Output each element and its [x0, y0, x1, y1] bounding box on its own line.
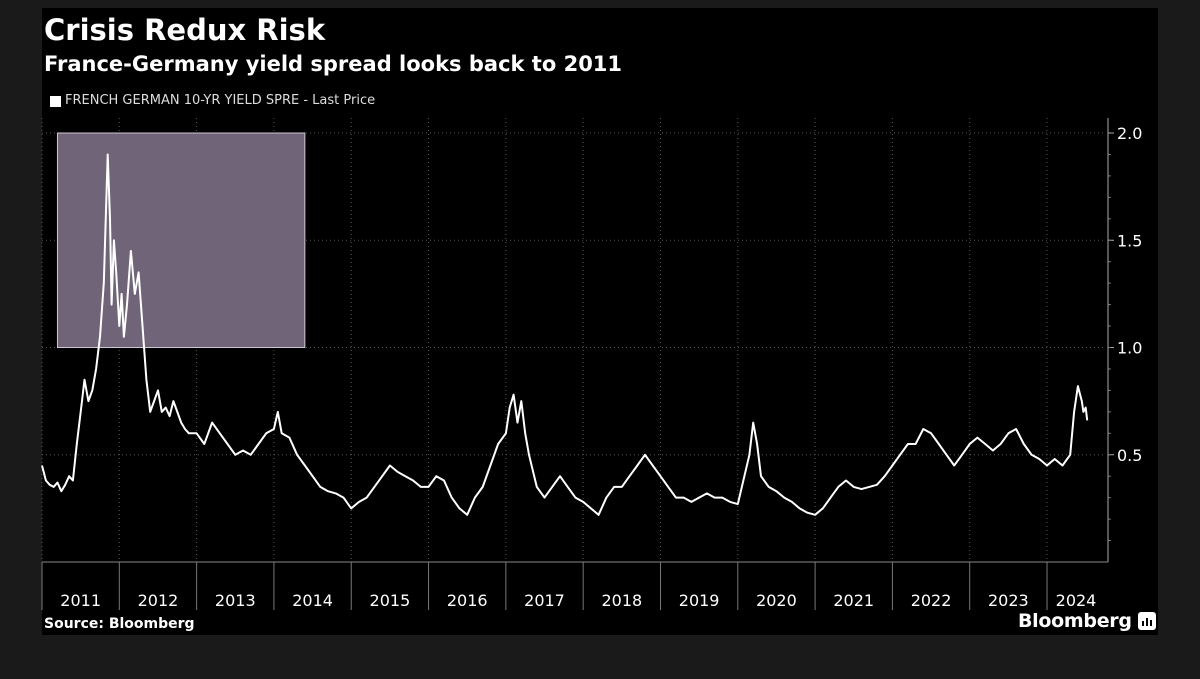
x-tick-label: 2021: [833, 591, 874, 610]
x-tick-label: 2013: [215, 591, 256, 610]
y-tick-label: 1.0: [1117, 339, 1142, 358]
bar-chart-icon: [1137, 612, 1156, 630]
x-tick-label: 2018: [601, 591, 642, 610]
brand-logo: Bloomberg: [1018, 608, 1156, 634]
x-tick-label: 2019: [679, 591, 720, 610]
legend-label: FRENCH GERMAN 10-YR YIELD SPRE - Last Pr…: [65, 93, 376, 108]
y-tick-label: 0.5: [1117, 446, 1142, 465]
y-tick-label: 1.5: [1117, 231, 1142, 250]
x-tick-label: 2022: [911, 591, 952, 610]
series-line: [41, 153, 1089, 516]
x-tick-label: 2012: [138, 591, 179, 610]
chart-title: Crisis Redux Risk: [44, 13, 326, 47]
x-tick-label: 2016: [447, 591, 488, 610]
x-tick-label: 2020: [756, 591, 797, 610]
chart-subtitle: France-Germany yield spread looks back t…: [44, 52, 623, 76]
y-tick-label: 2.0: [1117, 124, 1142, 143]
legend-swatch: [50, 95, 61, 107]
source-label: Source: Bloomberg: [44, 616, 195, 632]
brand-name: Bloomberg: [1018, 610, 1132, 632]
x-tick-label: 2014: [292, 591, 333, 610]
axis-layer: [41, 118, 1114, 610]
label-layer: 2011 2012 2013 2014 2015 2016 2017 2018 2019 2020…: [60, 124, 1142, 610]
x-tick-label: 2015: [370, 591, 411, 610]
crisis-highlight-box: [56, 132, 306, 348]
x-tick-label: 2023: [988, 591, 1029, 610]
x-tick-label: 2011: [60, 591, 101, 610]
x-tick-label: 2024: [1056, 591, 1097, 610]
x-tick-label: 2017: [524, 591, 565, 610]
chart-legend: FRENCH GERMAN 10-YR YIELD SPRE - Last Pr…: [50, 92, 375, 110]
